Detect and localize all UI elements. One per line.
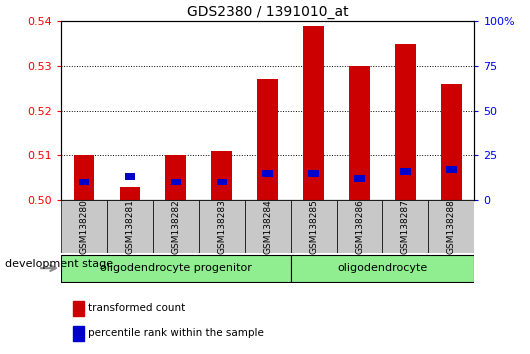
Bar: [337, 200, 383, 253]
Bar: [245, 200, 290, 253]
Bar: [308, 170, 319, 177]
Bar: [125, 173, 135, 180]
Text: GSM138284: GSM138284: [263, 199, 272, 254]
Text: GSM138282: GSM138282: [171, 199, 180, 254]
Text: GSM138286: GSM138286: [355, 199, 364, 254]
Bar: [258, 79, 278, 200]
Title: GDS2380 / 1391010_at: GDS2380 / 1391010_at: [187, 5, 348, 19]
Bar: [441, 84, 462, 200]
Bar: [303, 26, 324, 200]
Text: GSM138285: GSM138285: [309, 199, 318, 254]
Text: GSM138280: GSM138280: [80, 199, 89, 254]
Bar: [446, 166, 456, 173]
Bar: [262, 170, 273, 177]
Bar: [79, 179, 89, 185]
Bar: [290, 255, 474, 282]
Bar: [165, 155, 186, 200]
Bar: [73, 326, 84, 341]
Bar: [395, 44, 416, 200]
Text: GSM138281: GSM138281: [126, 199, 134, 254]
Bar: [349, 66, 370, 200]
Bar: [107, 200, 153, 253]
Bar: [290, 200, 337, 253]
Text: transformed count: transformed count: [88, 303, 185, 313]
Bar: [383, 200, 428, 253]
Text: GSM138287: GSM138287: [401, 199, 410, 254]
Text: percentile rank within the sample: percentile rank within the sample: [88, 327, 264, 338]
Text: oligodendrocyte progenitor: oligodendrocyte progenitor: [100, 263, 252, 273]
Bar: [199, 200, 245, 253]
Text: oligodendrocyte: oligodendrocyte: [338, 263, 428, 273]
Text: GSM138288: GSM138288: [447, 199, 456, 254]
Bar: [120, 187, 140, 200]
Bar: [73, 301, 84, 316]
Bar: [355, 175, 365, 182]
Bar: [211, 151, 232, 200]
Bar: [217, 179, 227, 185]
Bar: [61, 255, 290, 282]
Text: GSM138283: GSM138283: [217, 199, 226, 254]
Text: development stage: development stage: [5, 259, 113, 269]
Bar: [400, 168, 411, 175]
Bar: [171, 179, 181, 185]
Bar: [61, 200, 107, 253]
Bar: [153, 200, 199, 253]
Bar: [428, 200, 474, 253]
Bar: [74, 155, 94, 200]
